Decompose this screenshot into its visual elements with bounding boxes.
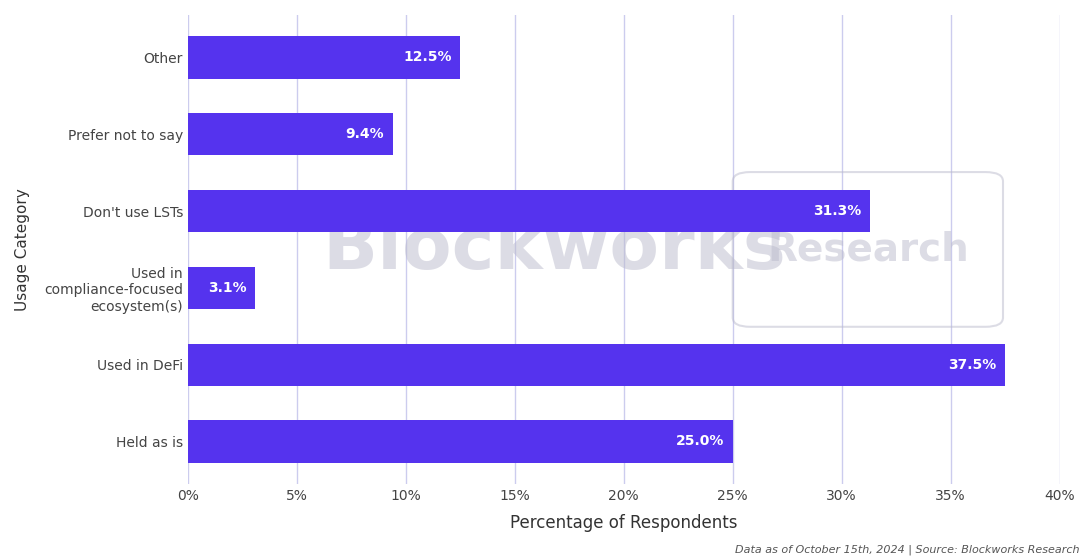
Text: 12.5%: 12.5% <box>403 50 451 64</box>
Text: Data as of October 15th, 2024 | Source: Blockworks Research: Data as of October 15th, 2024 | Source: … <box>735 545 1079 555</box>
Text: 25.0%: 25.0% <box>676 435 724 449</box>
Bar <box>187 36 460 79</box>
Bar <box>187 113 392 155</box>
Text: Blockworks: Blockworks <box>322 215 786 284</box>
Y-axis label: Usage Category: Usage Category <box>15 188 31 311</box>
X-axis label: Percentage of Respondents: Percentage of Respondents <box>510 514 738 532</box>
Bar <box>187 420 732 463</box>
Bar <box>187 190 870 232</box>
Text: 37.5%: 37.5% <box>948 358 996 372</box>
Text: Research: Research <box>767 230 969 268</box>
Bar <box>187 344 1005 386</box>
Text: 9.4%: 9.4% <box>346 127 384 141</box>
Text: 31.3%: 31.3% <box>813 204 861 218</box>
Text: 3.1%: 3.1% <box>208 281 246 295</box>
Bar <box>187 267 255 309</box>
